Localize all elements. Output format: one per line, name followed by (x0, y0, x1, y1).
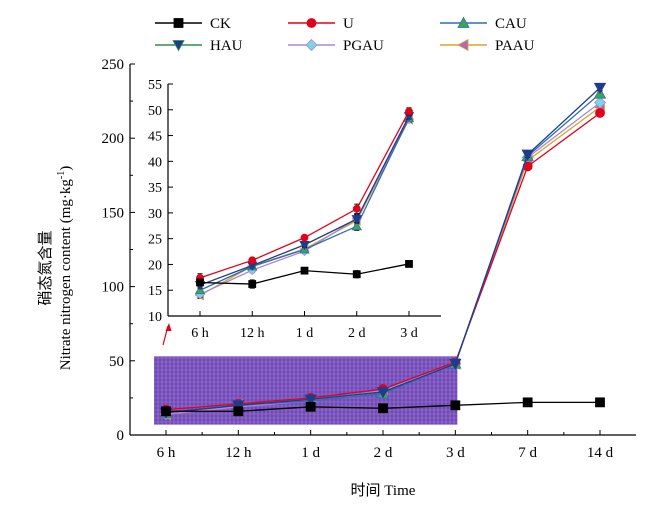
inset-x-tick-label: 6 h (191, 326, 209, 341)
x-tick-label: 2 d (374, 445, 393, 461)
inset-y-tick-label: 50 (148, 104, 162, 119)
inset-plot: 10 15 20 25 30 35 40 45 50 55 6 h 12 h 1 d 2 d 3 d (148, 78, 441, 341)
data-point-hau (304, 394, 317, 406)
x-tick-label: 7 d (518, 445, 537, 461)
inset-x-tick-label: 2 d (348, 326, 366, 341)
data-point-hau (449, 358, 462, 371)
inset-y-tick-label: 15 (148, 284, 162, 299)
data-point-hau (521, 149, 534, 161)
legend-item-ck: CK (155, 16, 231, 32)
inset-x-tick-label: 3 d (400, 326, 418, 341)
y-tick-label: 250 (102, 57, 125, 73)
x-tick-label: 6 h (157, 445, 176, 461)
x-tick-label: 14 d (587, 445, 614, 461)
legend-label-paau: PAAU (495, 38, 535, 54)
legend-label-hau: HAU (210, 38, 243, 54)
inset-y-tick-label: 20 (148, 258, 162, 273)
legend-marker-pgau (305, 38, 318, 52)
inset-data-point-cau (351, 220, 362, 231)
highlight-region (154, 356, 458, 425)
inset-x-tick-label: 1 d (296, 326, 314, 341)
inset-data-point-u (352, 204, 361, 213)
inset-x-tick-label: 12 h (240, 326, 265, 341)
data-point-ck (233, 406, 244, 417)
inset-data-point-ck (196, 278, 204, 287)
y-tick-label: 150 (102, 205, 125, 221)
inset-data-point-ck (352, 270, 361, 279)
x-tick-label: 3 d (446, 445, 465, 461)
legend-marker-paau (457, 38, 469, 52)
data-point-ck (595, 397, 605, 408)
inset-data-point-ck (405, 260, 413, 268)
inset-y-tick-label: 40 (148, 155, 162, 170)
data-point-ck (450, 400, 461, 411)
legend-item-pgau: PGAU (288, 38, 384, 54)
legend-marker-ck (173, 18, 184, 28)
legend: CK U CAU HAU PGAU PAAU (155, 16, 535, 54)
legend-marker-hau (172, 40, 185, 52)
data-point-hau (232, 400, 245, 412)
inset-series-ck (196, 260, 413, 289)
x-tick-label: 12 h (225, 445, 252, 461)
y-axis-title-en-sup: -1 (56, 171, 67, 179)
x-tick-label: 1 d (301, 445, 320, 461)
legend-item-cau: CAU (440, 16, 527, 32)
y-axis-title-cn: 硝态氮含量 (37, 230, 54, 305)
y-tick-label: 0 (117, 428, 125, 444)
x-axis-title: 时间 Time (351, 482, 416, 499)
inset-data-point-ck (300, 266, 309, 275)
series-ck (161, 397, 605, 417)
y-axis-title-en-end: ) (58, 166, 74, 171)
y-axis-title: 硝态氮含量 Nitrate nitrogen content (mg·kg-1) (37, 166, 74, 371)
legend-label-u: U (343, 16, 354, 32)
inset-y-tick-label: 55 (148, 78, 162, 93)
data-point-ck (522, 397, 533, 408)
inset-y-tick-label: 35 (148, 181, 162, 196)
main-plot: 0 50 100 150 200 250 6 h 12 h 1 d 2 d 3 d 7 d 14 d (102, 57, 636, 461)
legend-item-hau: HAU (155, 38, 243, 54)
legend-label-ck: CK (210, 16, 231, 32)
inset-y-tick-label: 25 (148, 233, 162, 248)
y-axis-title-en: Nitrate nitrogen content (mg·kg-1) (56, 166, 74, 371)
inset-y-tick-label: 10 (148, 310, 162, 325)
inset-data-point-u (405, 107, 413, 116)
data-point-ck (305, 401, 316, 412)
y-tick-label: 200 (102, 131, 125, 147)
series-hau (159, 82, 607, 420)
inset-data-point-u (300, 233, 309, 242)
data-point-ck (378, 403, 388, 414)
legend-label-cau: CAU (495, 16, 527, 32)
legend-item-paau: PAAU (440, 38, 535, 54)
inset-data-point-u (248, 256, 257, 265)
legend-label-pgau: PGAU (343, 38, 384, 54)
inset-pointer-arrow (162, 323, 172, 346)
y-tick-label: 100 (102, 280, 125, 296)
inset-y-tick-label: 30 (148, 207, 162, 222)
legend-item-u: U (288, 16, 354, 32)
y-axis-title-en-main: Nitrate nitrogen content (mg·kg (58, 179, 74, 371)
inset-background (168, 84, 441, 316)
inset-y-tick-label: 45 (148, 130, 162, 145)
data-point-u (595, 108, 605, 118)
data-point-hau (593, 82, 607, 95)
legend-marker-cau (457, 16, 470, 28)
data-point-hau (376, 387, 390, 399)
inset-data-point-hau (351, 215, 362, 225)
y-tick-label: 50 (109, 354, 124, 370)
data-point-ck (161, 406, 171, 417)
legend-marker-u (306, 18, 317, 28)
inset-data-point-ck (248, 280, 257, 288)
